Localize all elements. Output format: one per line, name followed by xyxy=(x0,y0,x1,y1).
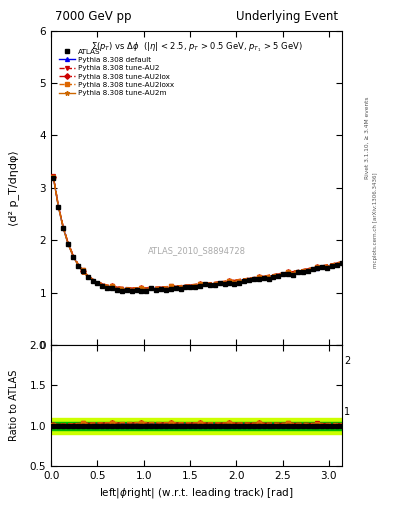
Pythia 8.308 default xyxy=(154,285,158,291)
Pythia 8.308 tune-AU2loxx xyxy=(139,285,144,291)
Pythia 8.308 tune-AU2m xyxy=(340,260,344,266)
Pythia 8.308 tune-AU2m xyxy=(100,282,105,288)
Pythia 8.308 tune-AU2loxx xyxy=(51,174,56,180)
Text: $\Sigma(p_T)$ vs $\Delta\phi$  ($|\eta|$ < 2.5, $p_T$ > 0.5 GeV, $p_{T_1}$ > 5 G: $\Sigma(p_T)$ vs $\Delta\phi$ ($|\eta|$ … xyxy=(91,40,302,54)
Pythia 8.308 tune-AU2loxx xyxy=(149,285,154,291)
Pythia 8.308 tune-AU2m xyxy=(149,286,154,292)
Pythia 8.308 tune-AU2loxx xyxy=(237,276,242,283)
Pythia 8.308 default xyxy=(340,260,344,266)
ATLAS xyxy=(149,285,154,291)
Bar xyxy=(51,421,342,430)
Text: Underlying Event: Underlying Event xyxy=(236,10,338,23)
Legend: ATLAS, Pythia 8.308 default, Pythia 8.308 tune-AU2, Pythia 8.308 tune-AU2lox, Py: ATLAS, Pythia 8.308 default, Pythia 8.30… xyxy=(58,47,175,98)
Pythia 8.308 tune-AU2m xyxy=(134,286,139,292)
Pythia 8.308 tune-AU2lox xyxy=(149,285,154,291)
Pythia 8.308 tune-AU2loxx xyxy=(125,285,129,291)
Pythia 8.308 tune-AU2 xyxy=(154,284,158,290)
Pythia 8.308 tune-AU2m xyxy=(125,286,129,292)
Pythia 8.308 default xyxy=(100,282,105,288)
Pythia 8.308 tune-AU2 xyxy=(51,174,56,180)
Pythia 8.308 tune-AU2 xyxy=(139,285,144,291)
Pythia 8.308 tune-AU2m xyxy=(139,286,144,292)
Pythia 8.308 default xyxy=(139,286,144,292)
Pythia 8.308 tune-AU2 xyxy=(100,281,105,287)
Pythia 8.308 tune-AU2loxx xyxy=(340,259,344,265)
Pythia 8.308 default xyxy=(51,175,56,181)
ATLAS xyxy=(125,287,129,293)
Pythia 8.308 tune-AU2lox xyxy=(125,285,129,291)
Pythia 8.308 tune-AU2loxx xyxy=(134,285,139,291)
Y-axis label: ⟨d² p_T/dηdφ⟩: ⟨d² p_T/dηdφ⟩ xyxy=(8,150,19,226)
Line: Pythia 8.308 tune-AU2loxx: Pythia 8.308 tune-AU2loxx xyxy=(51,175,344,290)
Pythia 8.308 tune-AU2lox xyxy=(237,276,242,283)
Pythia 8.308 tune-AU2lox xyxy=(340,259,344,265)
Pythia 8.308 tune-AU2lox xyxy=(139,285,144,291)
Pythia 8.308 tune-AU2lox xyxy=(100,281,105,287)
Pythia 8.308 tune-AU2 xyxy=(125,285,129,291)
Pythia 8.308 tune-AU2lox xyxy=(134,285,139,291)
ATLAS xyxy=(134,287,139,293)
Pythia 8.308 tune-AU2m xyxy=(154,286,158,292)
Pythia 8.308 default xyxy=(134,286,139,292)
X-axis label: left$|\phi$right$|$ (w.r.t. leading track) [rad]: left$|\phi$right$|$ (w.r.t. leading trac… xyxy=(99,486,294,500)
Bar xyxy=(51,418,342,434)
Pythia 8.308 tune-AU2 xyxy=(237,276,242,283)
Pythia 8.308 default xyxy=(237,278,242,284)
Line: Pythia 8.308 tune-AU2m: Pythia 8.308 tune-AU2m xyxy=(51,176,344,291)
Pythia 8.308 tune-AU2m xyxy=(51,175,56,181)
Pythia 8.308 tune-AU2lox xyxy=(51,174,56,180)
Pythia 8.308 tune-AU2 xyxy=(340,259,344,265)
Line: Pythia 8.308 default: Pythia 8.308 default xyxy=(51,176,344,291)
ATLAS xyxy=(154,286,158,292)
Text: mcplots.cern.ch [arXiv:1306.3436]: mcplots.cern.ch [arXiv:1306.3436] xyxy=(373,173,378,268)
Line: Pythia 8.308 tune-AU2lox: Pythia 8.308 tune-AU2lox xyxy=(51,175,344,290)
ATLAS xyxy=(237,280,242,286)
Pythia 8.308 tune-AU2lox xyxy=(154,285,158,291)
Pythia 8.308 default xyxy=(149,285,154,291)
Text: Rivet 3.1.10, ≥ 3.4M events: Rivet 3.1.10, ≥ 3.4M events xyxy=(365,97,370,180)
ATLAS xyxy=(51,175,56,181)
Text: 7000 GeV pp: 7000 GeV pp xyxy=(55,10,132,23)
Text: ATLAS_2010_S8894728: ATLAS_2010_S8894728 xyxy=(147,246,246,255)
Pythia 8.308 default xyxy=(125,286,129,292)
Pythia 8.308 tune-AU2loxx xyxy=(100,281,105,287)
Line: Pythia 8.308 tune-AU2: Pythia 8.308 tune-AU2 xyxy=(51,175,344,290)
Line: ATLAS: ATLAS xyxy=(51,176,344,293)
ATLAS xyxy=(340,260,344,266)
Pythia 8.308 tune-AU2 xyxy=(134,285,139,291)
Y-axis label: Ratio to ATLAS: Ratio to ATLAS xyxy=(9,370,19,441)
Pythia 8.308 tune-AU2loxx xyxy=(154,284,158,290)
ATLAS xyxy=(100,283,105,289)
Text: 1: 1 xyxy=(344,407,350,417)
ATLAS xyxy=(144,288,149,294)
Pythia 8.308 tune-AU2m xyxy=(237,278,242,284)
Pythia 8.308 tune-AU2 xyxy=(149,284,154,290)
Text: 2: 2 xyxy=(344,356,350,366)
